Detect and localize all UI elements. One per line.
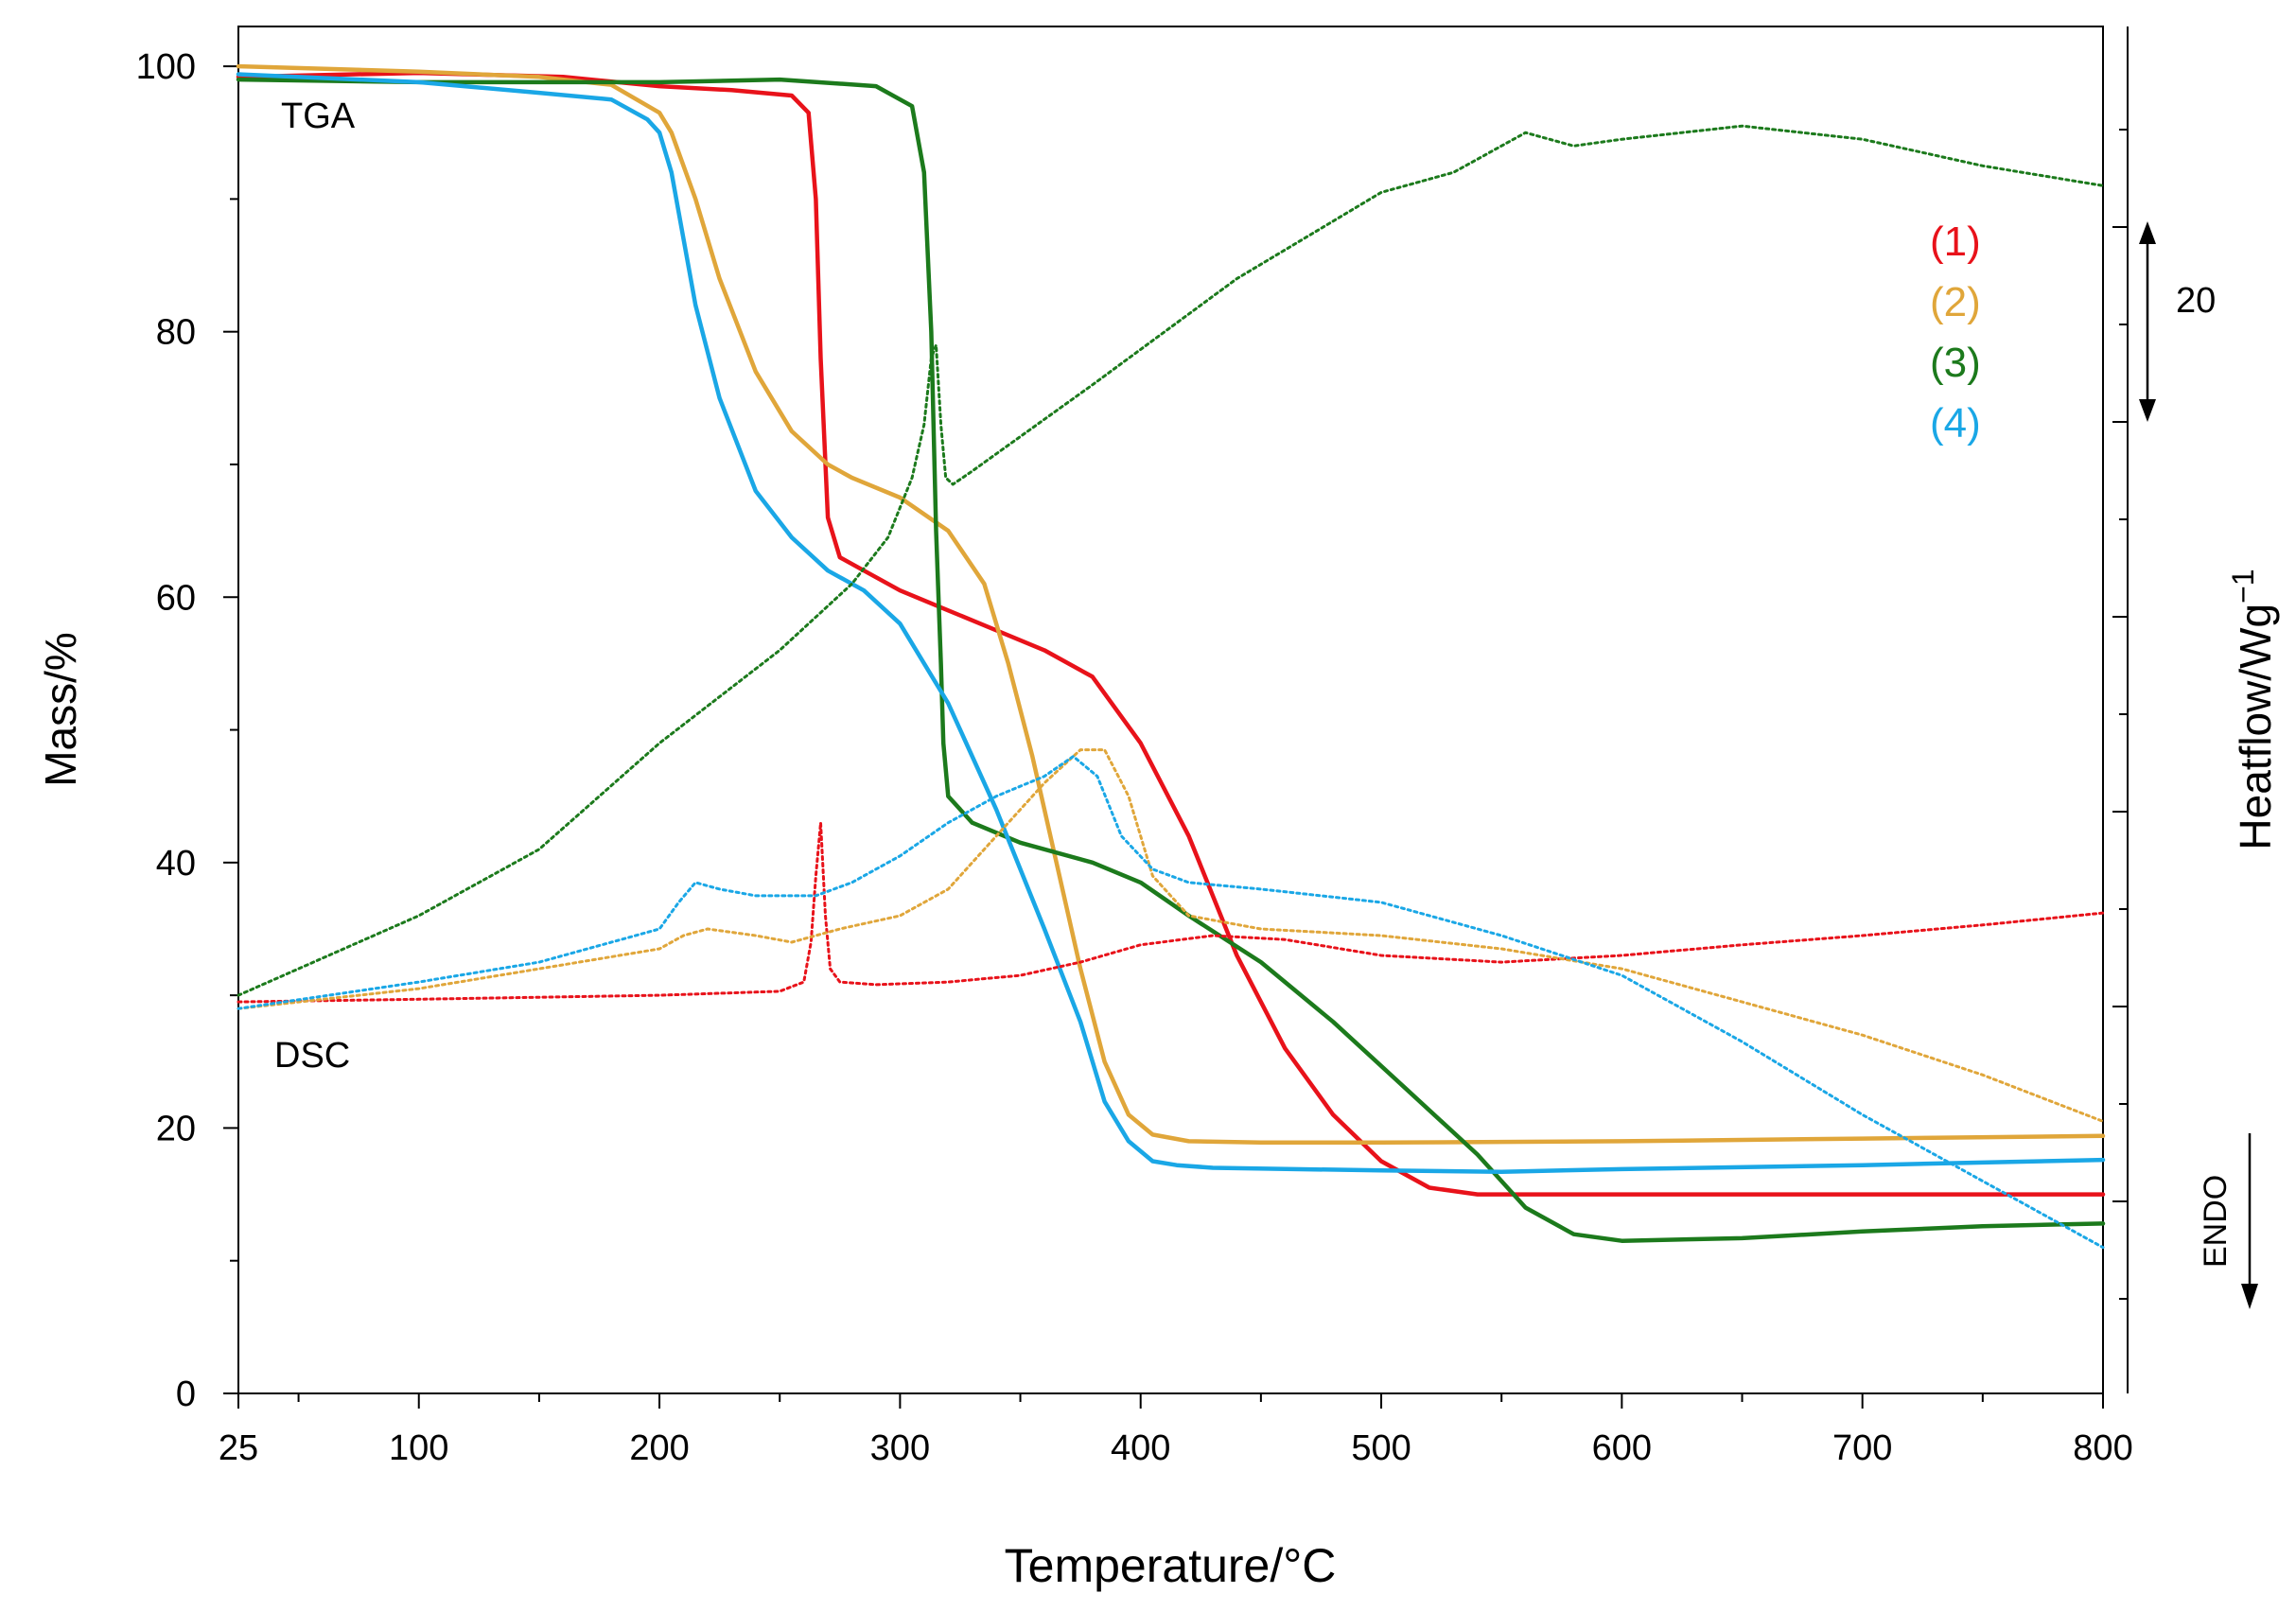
y2-axis-label-sup: −1 [2226,569,2260,603]
y-tick-label: 60 [156,578,196,618]
scale-bar-value: 20 [2176,281,2216,321]
axis-ticks [223,65,2128,1409]
series-line-2-tga [236,63,2106,1146]
y-tick-label: 100 [136,47,196,87]
x-tick-label: 300 [870,1428,930,1468]
x-tick-label: 400 [1111,1428,1170,1468]
x-tick-labels: 25 100 200 300 400 500 600 700 800 [219,1428,2133,1468]
legend: (1) (2) (3) (4) [1930,219,1981,447]
x-tick-label: 600 [1592,1428,1652,1468]
y-tick-label: 0 [176,1375,196,1414]
legend-entry: (4) [1930,400,1981,447]
endo-indicator: ENDO [2198,1133,2258,1309]
legend-entry: (2) [1930,279,1981,325]
endo-label: ENDO [2198,1175,2234,1268]
y2-axis-label-main: Heatflow/Wg [2231,604,2280,850]
tga-annotation: TGA [281,96,356,136]
dsc-annotation: DSC [274,1036,350,1076]
x-tick-label: 700 [1832,1428,1892,1468]
endo-arrow-head [2241,1284,2258,1309]
scale-bar-down-arrow [2139,399,2156,422]
scale-bar: 20 [2139,221,2216,422]
series-line-2-dsc [237,748,2105,1123]
legend-entry: (3) [1930,340,1981,386]
series-line-1-tga [236,70,2106,1197]
series-layer [236,63,2106,1250]
series-line-3-dsc [237,124,2105,997]
x-tick-label: 200 [629,1428,689,1468]
x-tick-label: 500 [1351,1428,1411,1468]
x-tick-label: 800 [2073,1428,2132,1468]
y2-axis-label: Heatflow/Wg−1 [2226,569,2280,849]
series-line-4-tga [236,72,2106,1174]
series-line-3-tga [236,77,2106,1243]
legend-entry: (1) [1930,219,1981,265]
y-tick-labels: 0 20 40 60 80 100 [136,47,196,1414]
y2-axis-label-text: Heatflow/Wg−1 [2226,569,2280,849]
y-tick-label: 20 [156,1109,196,1148]
x-tick-label: 25 [219,1428,258,1468]
y-tick-label: 80 [156,313,196,353]
y-axis-label: Mass/% [36,632,85,787]
series-line-1-dsc [237,821,2105,1004]
scale-bar-up-arrow [2139,221,2156,244]
plot-frame [237,26,2104,1394]
series-line-4-dsc [237,755,2105,1250]
x-tick-label: 100 [389,1428,448,1468]
x-axis-label: Temperature/°C [1005,1539,1337,1592]
y-tick-label: 40 [156,844,196,884]
